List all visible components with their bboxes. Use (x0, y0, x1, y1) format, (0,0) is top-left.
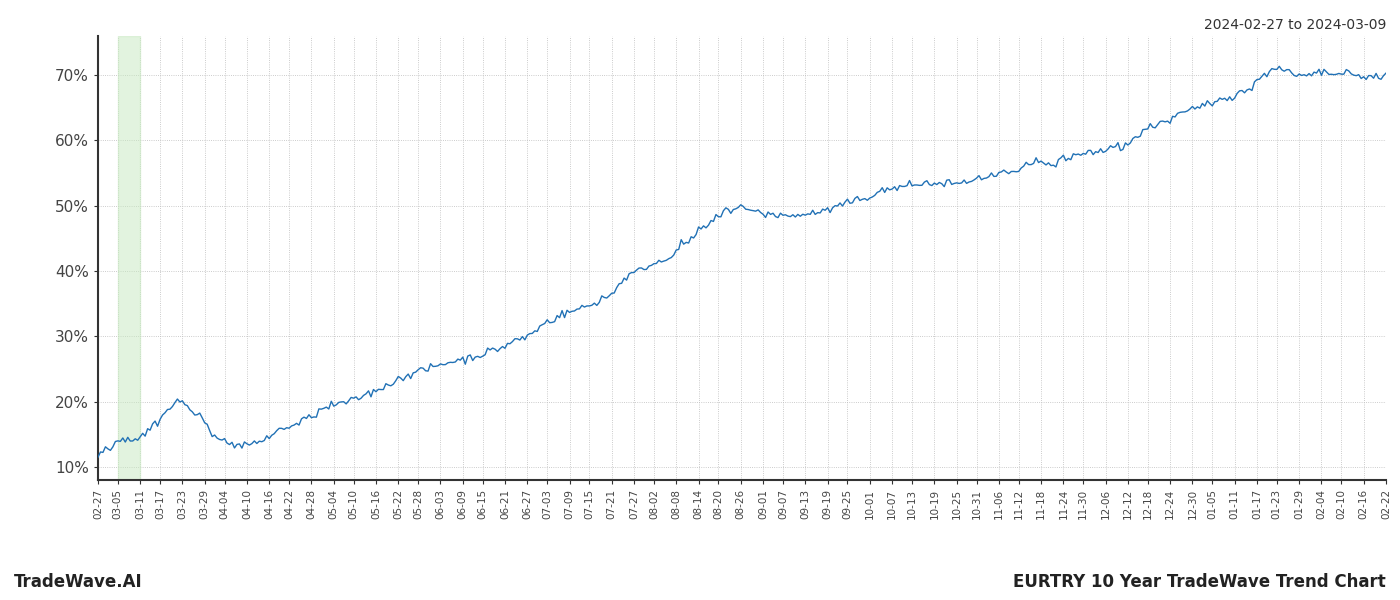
Bar (118, 36, 140, 480)
Text: EURTRY 10 Year TradeWave Trend Chart: EURTRY 10 Year TradeWave Trend Chart (1014, 573, 1386, 591)
Text: TradeWave.AI: TradeWave.AI (14, 573, 143, 591)
Text: 2024-02-27 to 2024-03-09: 2024-02-27 to 2024-03-09 (1204, 18, 1386, 32)
